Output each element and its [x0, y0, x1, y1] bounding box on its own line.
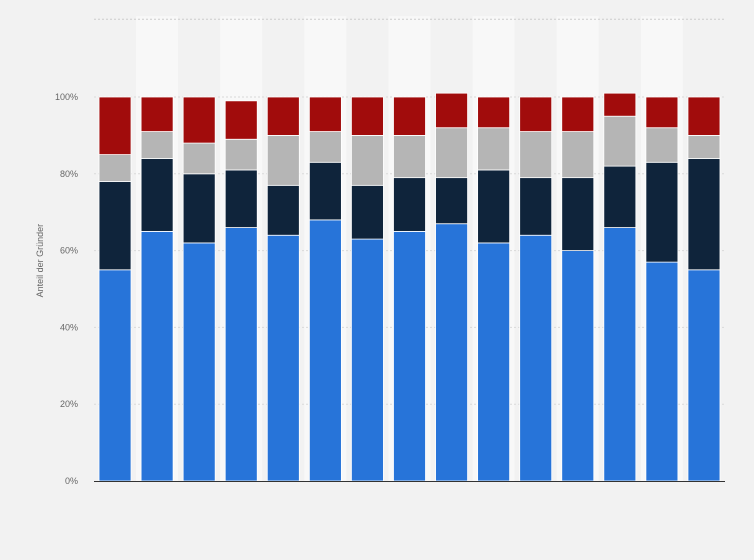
bar-segment — [308, 96, 342, 132]
bar-segment — [308, 161, 342, 221]
bar-segment — [645, 127, 679, 163]
bar-segment — [687, 269, 721, 482]
bar-segment — [182, 142, 216, 175]
bar-segment — [266, 96, 300, 136]
bar-segment — [477, 242, 511, 482]
bar-segment — [182, 242, 216, 482]
bar-segment — [98, 96, 132, 155]
bar-segment — [266, 134, 300, 186]
bar-segment — [687, 134, 721, 159]
bar-segment — [351, 96, 384, 136]
y-axis-title: Anteil der Gründer — [35, 224, 45, 298]
bar-segment — [140, 158, 174, 232]
bar-segment — [351, 184, 384, 240]
bar-segment — [308, 131, 342, 163]
bar-segment — [645, 161, 679, 263]
bar-segment — [603, 115, 637, 167]
bar-segment — [603, 227, 637, 482]
bar-segment — [351, 134, 384, 186]
bar-segment — [98, 154, 132, 182]
bar-segment — [140, 230, 174, 482]
bar-segment — [687, 158, 721, 271]
axes: 0% 20% 40% 60% 80% 100% — [55, 92, 725, 486]
bar-segment — [519, 131, 553, 179]
bar-segment — [435, 92, 468, 129]
bar-segment — [393, 96, 426, 136]
bar-segment — [266, 184, 300, 236]
bar-segment — [519, 234, 553, 482]
bar-segment — [561, 177, 595, 251]
bar-segment — [477, 169, 511, 244]
bar-segment — [477, 96, 511, 129]
bar-segment — [224, 227, 258, 482]
y-tick-label: 60% — [60, 246, 78, 256]
bar-segment — [266, 234, 300, 482]
bar-segment — [561, 96, 595, 132]
bar-segment — [435, 177, 468, 225]
bar-segment — [645, 261, 679, 482]
bar-segment — [98, 269, 132, 482]
bar-segment — [224, 138, 258, 171]
bar-segment — [224, 169, 258, 228]
bar-segment — [393, 134, 426, 179]
y-tick-label: 40% — [60, 322, 78, 332]
bar-segment — [140, 96, 174, 132]
bar-segment — [224, 100, 258, 140]
y-tick-label: 0% — [65, 476, 78, 486]
bar-segment — [519, 177, 553, 236]
bar-segment — [435, 127, 468, 179]
bars — [98, 92, 721, 482]
bar-segment — [351, 238, 384, 482]
bar-segment — [687, 96, 721, 136]
y-tick-label: 100% — [55, 92, 78, 102]
bar-segment — [477, 127, 511, 171]
bar-segment — [645, 96, 679, 129]
bar-segment — [308, 219, 342, 482]
bar-segment — [435, 223, 468, 482]
bar-segment — [603, 165, 637, 228]
bar-segment — [603, 92, 637, 117]
bar-segment — [182, 96, 216, 144]
bar-segment — [561, 131, 595, 179]
y-tick-label: 80% — [60, 169, 78, 179]
bar-segment — [98, 181, 132, 271]
bar-segment — [393, 230, 426, 482]
bar-segment — [519, 96, 553, 132]
bar-segment — [140, 131, 174, 159]
bar-segment — [561, 250, 595, 482]
bar-segment — [393, 177, 426, 232]
bar-segment — [182, 173, 216, 244]
y-tick-label: 20% — [60, 399, 78, 409]
